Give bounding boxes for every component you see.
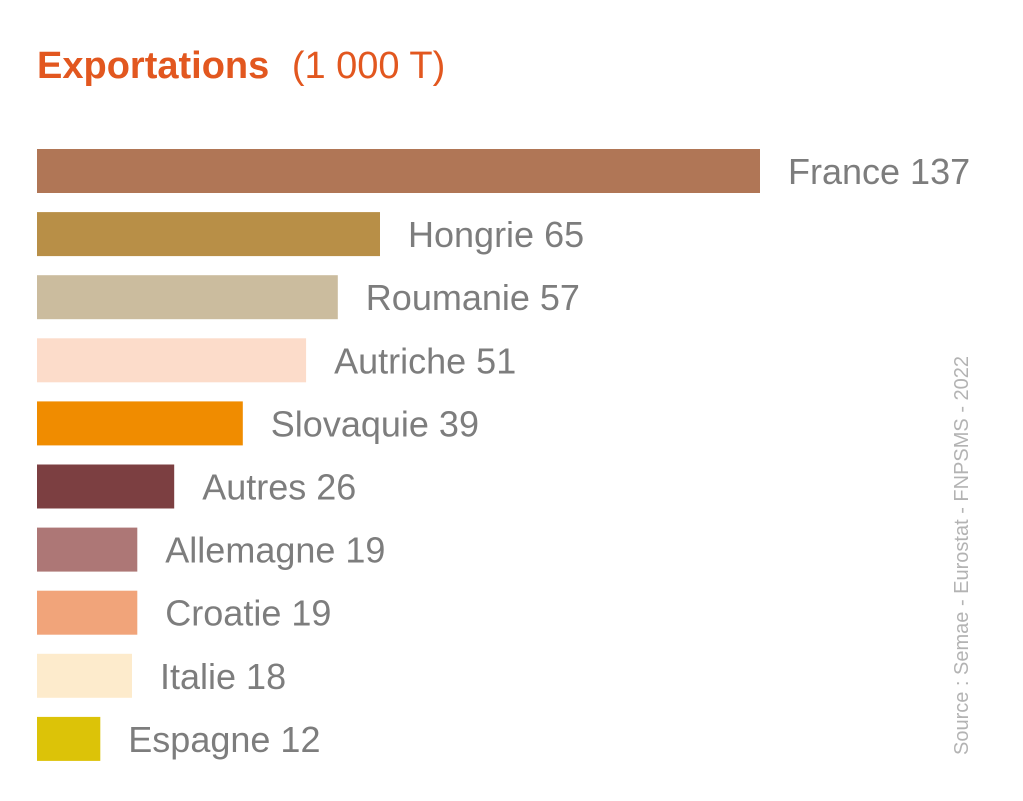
bar-label-roumanie: Roumanie 57: [366, 277, 580, 318]
chart-title: Exportations (1 000 T): [37, 45, 445, 87]
value-label: 51: [476, 340, 516, 381]
value-label: 65: [544, 214, 584, 255]
bar-label-italie: Italie 18: [160, 656, 286, 697]
category-label: Slovaquie: [271, 403, 439, 444]
category-label: Croatie: [165, 593, 291, 634]
value-label: 57: [540, 277, 580, 318]
bar-label-allemagne: Allemagne 19: [165, 530, 385, 571]
category-label: Autres: [202, 467, 316, 508]
category-label: Allemagne: [165, 530, 345, 571]
chart-title-unit: (1 000 T): [292, 45, 445, 87]
category-label: Espagne: [128, 719, 280, 760]
category-label: Italie: [160, 656, 246, 697]
bar-label-autriche: Autriche 51: [334, 340, 516, 381]
source-note: Source : Semae - Eurostat - FNPSMS - 202…: [951, 356, 973, 755]
chart-title-main: Exportations: [37, 45, 269, 87]
bar-france: [37, 149, 760, 193]
category-label: Hongrie: [408, 214, 544, 255]
bar-roumanie: [37, 275, 338, 320]
bars-group: [37, 149, 760, 761]
value-label: 19: [291, 593, 331, 634]
bar-label-slovaquie: Slovaquie 39: [271, 403, 479, 444]
bar-croatie: [37, 590, 138, 635]
value-label: 26: [316, 467, 356, 508]
value-label: 137: [910, 151, 970, 192]
value-label: 39: [439, 403, 479, 444]
bar-autres: [37, 464, 175, 509]
value-label: 18: [246, 656, 286, 697]
category-label: France: [788, 151, 910, 192]
value-label: 19: [345, 530, 385, 571]
bar-italie: [37, 653, 132, 698]
bar-hongrie: [37, 212, 380, 257]
bar-label-espagne: Espagne 12: [128, 719, 320, 760]
bar-espagne: [37, 716, 101, 761]
value-label: 12: [280, 719, 320, 760]
bar-label-croatie: Croatie 19: [165, 593, 331, 634]
bar-label-autres: Autres 26: [202, 467, 356, 508]
bar-autriche: [37, 338, 307, 383]
category-label: Roumanie: [366, 277, 540, 318]
bar-label-france: France 137: [788, 151, 970, 192]
bar-label-hongrie: Hongrie 65: [408, 214, 584, 255]
bar-slovaquie: [37, 401, 243, 446]
bar-allemagne: [37, 527, 138, 572]
category-label: Autriche: [334, 340, 476, 381]
